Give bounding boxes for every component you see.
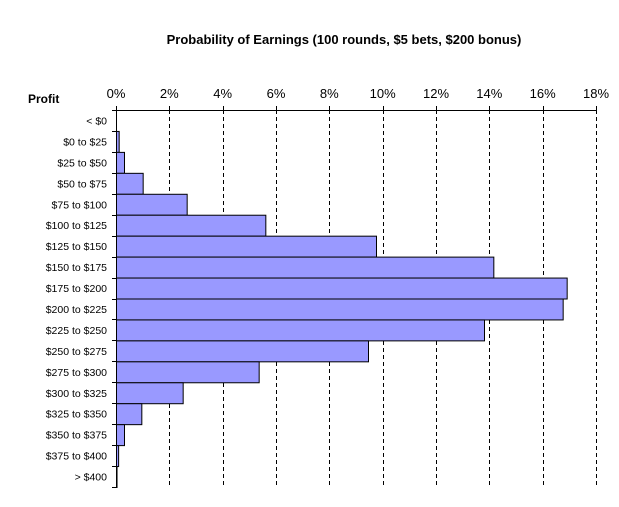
x-tick-label: 8% — [320, 86, 339, 101]
bar — [116, 151, 125, 174]
y-tick-label: $150 to $175 — [46, 262, 107, 274]
x-tick-label: 4% — [213, 86, 232, 101]
x-tick-label: 6% — [267, 86, 286, 101]
y-tick-label: $300 to $325 — [46, 388, 107, 400]
bar — [116, 193, 188, 216]
y-axis-title: Profit — [28, 92, 59, 106]
y-tick-label: $325 to $350 — [46, 409, 107, 421]
y-tick-label: $250 to $275 — [46, 346, 107, 358]
y-tick-label: > $400 — [75, 472, 108, 484]
axes — [112, 106, 597, 488]
x-tick-label: 10% — [370, 86, 396, 101]
x-tick-label: 2% — [160, 86, 179, 101]
y-tick-label: < $0 — [86, 116, 107, 128]
y-tick-label: $125 to $150 — [46, 241, 107, 253]
bar — [116, 235, 377, 258]
y-tick-label: $350 to $375 — [46, 430, 107, 442]
y-tick-label: $175 to $200 — [46, 283, 107, 295]
bar — [116, 319, 485, 342]
y-tick-label: $50 to $75 — [57, 178, 107, 190]
bar — [116, 277, 568, 300]
y-tick-label: $75 to $100 — [52, 199, 108, 211]
x-tick-label: 16% — [530, 86, 556, 101]
x-tick-labels: 0% 2% 4% 6% 8% 10% 12% 14% 16% 18% — [107, 86, 610, 101]
x-tick-label: 0% — [107, 86, 126, 101]
bar — [116, 214, 267, 237]
y-tick-label: $375 to $400 — [46, 451, 107, 463]
bar — [116, 403, 143, 426]
x-tick-label: 18% — [583, 86, 609, 101]
chart-title: Probability of Earnings (100 rounds, $5 … — [167, 32, 522, 47]
x-tick-label: 14% — [476, 86, 502, 101]
y-tick-label: $25 to $50 — [57, 157, 107, 169]
y-tick-labels: < $0 $0 to $25 $25 to $50 $50 to $75 $75 to … — [46, 116, 107, 484]
bar — [116, 382, 184, 405]
y-tick-label: $100 to $125 — [46, 220, 107, 232]
bar — [116, 361, 260, 384]
bar — [116, 256, 495, 279]
y-tick-label: $275 to $300 — [46, 367, 107, 379]
bar — [116, 424, 125, 447]
y-tick-label: $0 to $25 — [63, 136, 107, 148]
y-tick-label: $225 to $250 — [46, 325, 107, 337]
bar — [116, 298, 564, 321]
bar — [116, 172, 144, 195]
x-tick-label: 12% — [423, 86, 449, 101]
bar — [116, 340, 369, 363]
y-tick-label: $200 to $225 — [46, 304, 107, 316]
bars — [116, 130, 568, 488]
